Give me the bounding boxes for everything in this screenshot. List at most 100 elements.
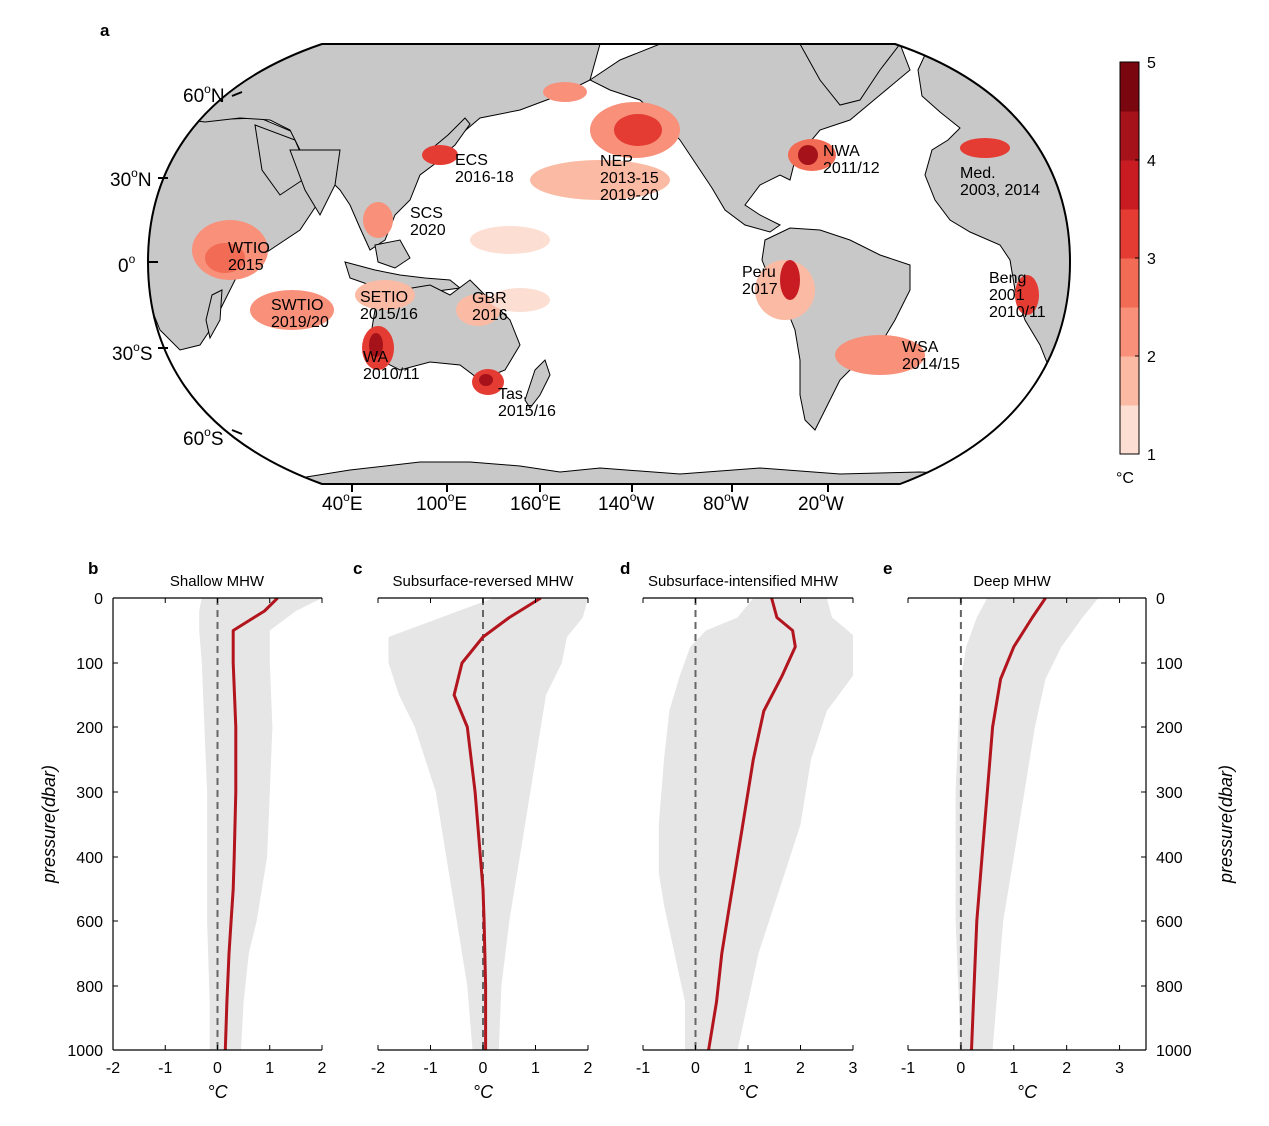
mean-profile-line — [452, 598, 542, 1050]
lat-label: 30oS — [112, 340, 153, 365]
x-tick-label: 1 — [744, 1060, 753, 1077]
y-tick-label: 0 — [94, 591, 103, 608]
land-madagascar — [205, 289, 223, 340]
lat-label: 60oN — [183, 82, 225, 107]
y-axis-label: pressure(dbar) — [1216, 765, 1236, 884]
region-label: NWA 2011/12 — [823, 143, 880, 177]
mean-profile-line — [707, 598, 797, 1050]
region-label: GBR 2016 — [472, 290, 508, 324]
x-tick-label: 2 — [796, 1060, 805, 1077]
profile-panel-b: b Shallow MHW -2 -1 0 1 2 °C 0 100 200 300 400 600 800… — [39, 559, 327, 1102]
land-greenland — [799, 44, 902, 106]
lat-label: 60oS — [183, 425, 224, 450]
land-india — [289, 149, 341, 217]
panel-title: Shallow MHW — [170, 573, 265, 590]
patch-wa-core — [369, 333, 383, 357]
x-tick-label: -2 — [106, 1060, 120, 1077]
patch-gbr — [456, 294, 500, 326]
panel-letter-c: c — [353, 559, 362, 578]
y-tick-label: 0 — [1156, 591, 1165, 608]
spread-band — [955, 598, 1099, 1050]
region-label: SCS 2020 — [410, 205, 446, 239]
x-tick-label: -1 — [423, 1060, 437, 1077]
patch-wsa — [835, 335, 925, 375]
x-tick-label: -2 — [371, 1060, 385, 1077]
region-label: Beng 2001 2010/11 — [989, 270, 1046, 321]
colorbar-tick-label: 5 — [1147, 55, 1156, 72]
profile-panel-e: e Deep MHW -1 0 1 2 3 °C 0 100 200 300 400 600 800 1000… — [883, 559, 1236, 1102]
lat-label: 30oN — [110, 166, 152, 191]
y-tick-label: 1000 — [67, 1043, 103, 1060]
region-label: WSA 2014/15 — [902, 339, 960, 373]
land-borneo — [374, 239, 411, 269]
x-tick-label: -1 — [158, 1060, 172, 1077]
region-label: Tas. 2015/16 — [498, 386, 556, 420]
region-label: SETIO 2015/16 — [360, 289, 418, 323]
colorbar-swatch — [1120, 111, 1139, 161]
plot-area — [955, 598, 1099, 1050]
colorbar-swatch — [1120, 209, 1139, 259]
mhw-intensity-patches — [192, 82, 1039, 395]
x-tick-label: 1 — [265, 1060, 274, 1077]
colorbar-swatch — [1120, 307, 1139, 357]
panel-title: Subsurface-intensified MHW — [648, 573, 839, 590]
x-tick-label: 1 — [1009, 1060, 1018, 1077]
x-axis-label: °C — [738, 1082, 759, 1102]
x-tick-label: 2 — [318, 1060, 327, 1077]
y-tick-label: 600 — [1156, 914, 1183, 931]
patch-nep-core — [614, 114, 662, 146]
region-label: WTIO 2015 — [228, 240, 270, 274]
profile-panel-d: d Subsurface-intensified MHW -1 0 1 2 3 °C — [620, 559, 858, 1102]
lat-tick — [231, 91, 243, 97]
y-tick-label: 800 — [1156, 979, 1183, 996]
y-tick-label: 300 — [76, 785, 103, 802]
colorbar-tick-label: 1 — [1147, 447, 1156, 464]
patch-pacific — [470, 226, 550, 254]
lon-label: 100oE — [416, 490, 467, 515]
x-tick-label: -1 — [636, 1060, 650, 1077]
x-tick-label: -1 — [901, 1060, 915, 1077]
map-graticule-labels: 60oN 30oN 0o 30oS 60oS 40oE 100oE 160oE 140oW 80o… — [110, 82, 844, 515]
panel-letter-d: d — [620, 559, 630, 578]
patch-beng — [1015, 275, 1039, 315]
patch-scs — [363, 202, 393, 238]
mean-profile-line — [970, 598, 1047, 1050]
x-axis-label: °C — [473, 1082, 494, 1102]
y-tick-label: 200 — [76, 720, 103, 737]
lon-label: 40oE — [322, 490, 363, 515]
patch-setio — [355, 280, 415, 310]
y-tick-label: 100 — [76, 656, 103, 673]
panel-letter-b: b — [88, 559, 98, 578]
region-label: WA 2010/11 — [363, 349, 420, 383]
region-label: SWTIO 2019/20 — [271, 297, 329, 331]
panel-letter-e: e — [883, 559, 892, 578]
x-tick-label: 3 — [1115, 1060, 1124, 1077]
patch-coral-sea — [490, 288, 550, 312]
patch-peru-core — [780, 260, 800, 300]
lat-label: 0o — [118, 252, 136, 277]
patch-wtio-core — [205, 243, 245, 273]
world-map — [148, 44, 1070, 484]
colorbar-swatch — [1120, 62, 1139, 112]
y-tick-label: 100 — [1156, 656, 1183, 673]
patch-nwa-core — [798, 145, 818, 165]
x-tick-label: 0 — [213, 1060, 222, 1077]
colorbar-tick-label: 2 — [1147, 349, 1156, 366]
x-tick-label: 2 — [584, 1060, 593, 1077]
lat-tick — [231, 429, 243, 435]
y-tick-label: 400 — [76, 850, 103, 867]
y-tick-label: 600 — [76, 914, 103, 931]
lon-label: 20oW — [798, 490, 844, 515]
region-label: Med. 2003, 2014 — [960, 165, 1040, 199]
region-label: Peru 2017 — [742, 264, 778, 298]
lon-label: 140oW — [598, 490, 654, 515]
colorbar-unit: °C — [1116, 470, 1134, 487]
profile-panel-c: c Subsurface-reversed MHW -2 -1 0 1 2 °C — [353, 559, 593, 1102]
x-tick-label: 0 — [691, 1060, 700, 1077]
region-label: ECS 2016-18 — [455, 152, 514, 186]
spread-band — [388, 598, 588, 1050]
colorbar-swatch — [1120, 258, 1139, 308]
